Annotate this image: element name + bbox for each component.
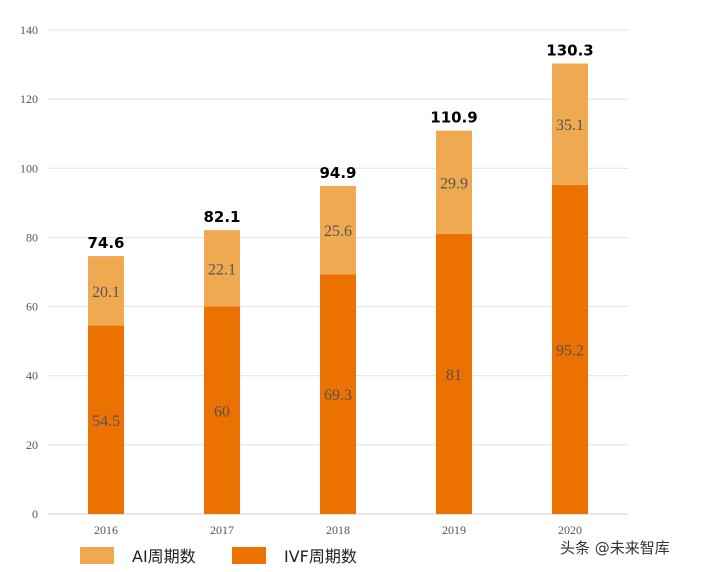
legend: AI周期数 IVF周期数 [80,547,357,566]
y-tick-label: 60 [26,300,38,314]
segment-value-label: 69.3 [324,387,352,404]
segment-value-label: 81 [446,367,462,384]
x-axis-ticks: 2016 2017 2018 2019 2020 [94,523,582,537]
total-value-label: 74.6 [87,234,124,252]
y-tick-label: 120 [20,92,38,106]
bars [88,64,588,514]
watermark-text: 头条 @未来智库 [560,539,670,557]
y-axis-ticks: 0 20 40 60 80 100 120 140 [20,23,38,521]
y-tick-label: 40 [26,369,38,383]
y-tick-label: 140 [20,23,38,37]
total-value-label: 110.9 [430,109,477,127]
y-tick-label: 80 [26,230,38,244]
segment-value-label: 60 [214,403,230,420]
y-tick-label: 0 [32,507,38,521]
segment-value-label: 95.2 [556,342,584,359]
segment-value-label: 35.1 [556,117,584,134]
segment-value-label: 25.6 [324,223,352,240]
x-tick-label: 2020 [558,523,582,537]
legend-label-ai: AI周期数 [132,547,196,566]
x-tick-label: 2017 [210,523,234,537]
segment-value-label: 54.5 [92,413,120,430]
y-tick-label: 100 [20,161,38,175]
total-value-label: 130.3 [546,42,593,60]
legend-swatch-ai [80,547,114,564]
total-value-label: 82.1 [203,208,240,226]
segment-value-label: 29.9 [440,175,468,192]
total-value-label: 94.9 [319,164,356,182]
x-tick-label: 2016 [94,523,118,537]
x-tick-label: 2019 [442,523,466,537]
y-tick-label: 20 [26,438,38,452]
x-tick-label: 2018 [326,523,350,537]
segment-value-label: 22.1 [208,261,236,278]
legend-label-ivf: IVF周期数 [284,547,357,566]
legend-swatch-ivf [232,547,266,564]
segment-value-label: 20.1 [92,284,120,301]
